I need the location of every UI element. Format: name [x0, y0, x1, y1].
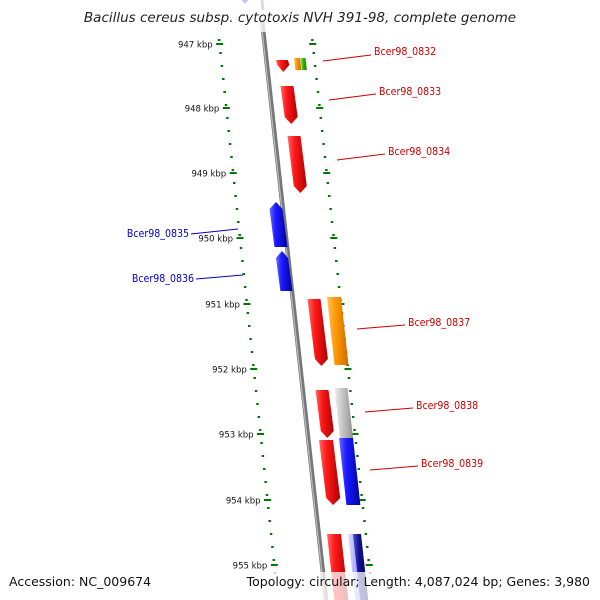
gene-arrow: [315, 390, 334, 438]
kbp-label: 947 kbp: [178, 41, 213, 51]
leader-line: [356, 324, 406, 330]
gene-arrow: [319, 440, 341, 505]
gene-label[interactable]: Bcer98_0833: [379, 86, 441, 98]
gene-label[interactable]: Bcer98_0832: [374, 46, 436, 58]
title-backdrop: [0, 0, 600, 32]
gene-arrow: [276, 60, 290, 72]
kbp-label: 953 kbp: [219, 431, 254, 441]
gene-arrow: [300, 58, 307, 70]
map-title: Bacillus cereus subsp. cytotoxis NVH 391…: [84, 10, 516, 26]
gene-arrow: [334, 388, 354, 440]
label-leader-lines: [190, 54, 419, 471]
scale-ticks: [216, 39, 373, 574]
leader-line: [364, 407, 414, 413]
gene-arrow: [276, 251, 293, 291]
leader-line: [190, 228, 239, 235]
gene-label[interactable]: Bcer98_0838: [416, 400, 478, 412]
kbp-label: 952 kbp: [212, 366, 247, 376]
gene-label[interactable]: Bcer98_0834: [388, 146, 450, 158]
gene-arrow: [269, 202, 288, 247]
leader-line: [369, 465, 419, 471]
kbp-label: 955 kbp: [233, 562, 268, 572]
leader-line: [328, 93, 377, 101]
gene-arrow: [280, 86, 298, 124]
footer-backdrop: [0, 572, 600, 600]
topology-text: Topology: circular; Length: 4,087,024 bp…: [246, 574, 590, 589]
gene-label[interactable]: Bcer98_0839: [421, 458, 483, 470]
gene-arrow: [287, 136, 307, 193]
accession-text: Accession: NC_009674: [9, 574, 151, 589]
gene-labels: Bcer98_0832 Bcer98_0833 Bcer98_0834 Bcer98_…: [127, 46, 483, 470]
kbp-label: 954 kbp: [226, 497, 261, 507]
kbp-label: 949 kbp: [192, 170, 227, 180]
gene-arrow: [327, 297, 349, 365]
gene-label[interactable]: Bcer98_0835: [127, 228, 189, 240]
gene-label[interactable]: Bcer98_0836: [132, 273, 194, 285]
leader-line: [195, 274, 244, 280]
gene-arrow: [339, 438, 361, 505]
gene-arrow: [307, 299, 328, 366]
leader-line: [336, 153, 386, 161]
leader-line: [322, 54, 372, 62]
kbp-label: 948 kbp: [185, 105, 220, 115]
kbp-label: 951 kbp: [205, 301, 240, 311]
kbp-label: 950 kbp: [198, 235, 233, 245]
gene-label[interactable]: Bcer98_0837: [408, 317, 470, 329]
kbp-scale-labels: 947 kbp 948 kbp 949 kbp 950 kbp 951 kbp 952 k…: [178, 41, 267, 572]
gene-features: [241, 0, 369, 600]
gene-arrow: [294, 58, 302, 70]
